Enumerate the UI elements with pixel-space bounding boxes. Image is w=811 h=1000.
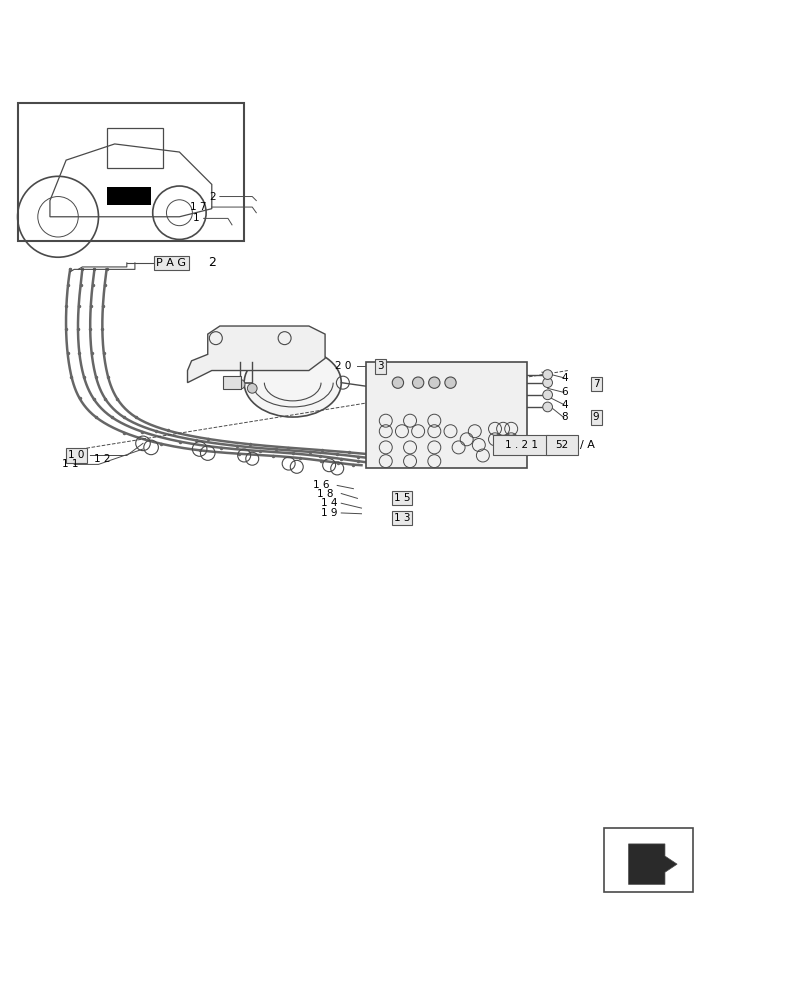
Text: 2: 2	[209, 192, 216, 202]
Text: 1 7: 1 7	[190, 202, 206, 212]
Text: / A: / A	[579, 440, 594, 450]
Text: 7: 7	[592, 379, 599, 389]
Text: 1 . 2 1: 1 . 2 1	[504, 440, 538, 450]
Polygon shape	[187, 326, 324, 383]
FancyBboxPatch shape	[365, 362, 526, 468]
Text: 4: 4	[560, 373, 567, 383]
Circle shape	[428, 377, 440, 388]
Circle shape	[412, 377, 423, 388]
FancyBboxPatch shape	[545, 435, 577, 455]
Text: 9: 9	[592, 412, 599, 422]
Text: 1 8: 1 8	[316, 489, 333, 499]
FancyBboxPatch shape	[493, 435, 548, 455]
Text: 1 2: 1 2	[94, 454, 111, 464]
Text: 2 0: 2 0	[335, 361, 351, 371]
Text: 52: 52	[554, 440, 568, 450]
Text: 1 0: 1 0	[68, 450, 84, 460]
Circle shape	[542, 370, 551, 379]
Text: 1 3: 1 3	[393, 513, 410, 523]
Text: 1 5: 1 5	[393, 493, 410, 503]
FancyBboxPatch shape	[106, 187, 151, 205]
Ellipse shape	[244, 348, 341, 417]
Polygon shape	[628, 844, 676, 884]
Circle shape	[542, 402, 551, 412]
Circle shape	[542, 390, 551, 400]
Circle shape	[392, 377, 403, 388]
Text: 1 4: 1 4	[320, 498, 337, 508]
Text: 1 1: 1 1	[62, 459, 79, 469]
Text: 3: 3	[376, 361, 383, 371]
FancyBboxPatch shape	[223, 376, 241, 389]
Text: 2: 2	[208, 256, 216, 269]
Circle shape	[542, 378, 551, 388]
Text: 1: 1	[193, 213, 200, 223]
Circle shape	[235, 379, 245, 389]
Text: 8: 8	[560, 412, 567, 422]
Text: 1 9: 1 9	[320, 508, 337, 518]
Circle shape	[247, 383, 257, 393]
FancyBboxPatch shape	[18, 103, 244, 241]
Text: 6: 6	[560, 387, 567, 397]
FancyBboxPatch shape	[603, 828, 693, 892]
Text: 4: 4	[560, 400, 567, 410]
Circle shape	[444, 377, 456, 388]
Text: 1 6: 1 6	[312, 480, 328, 490]
Text: P A G: P A G	[157, 258, 186, 268]
